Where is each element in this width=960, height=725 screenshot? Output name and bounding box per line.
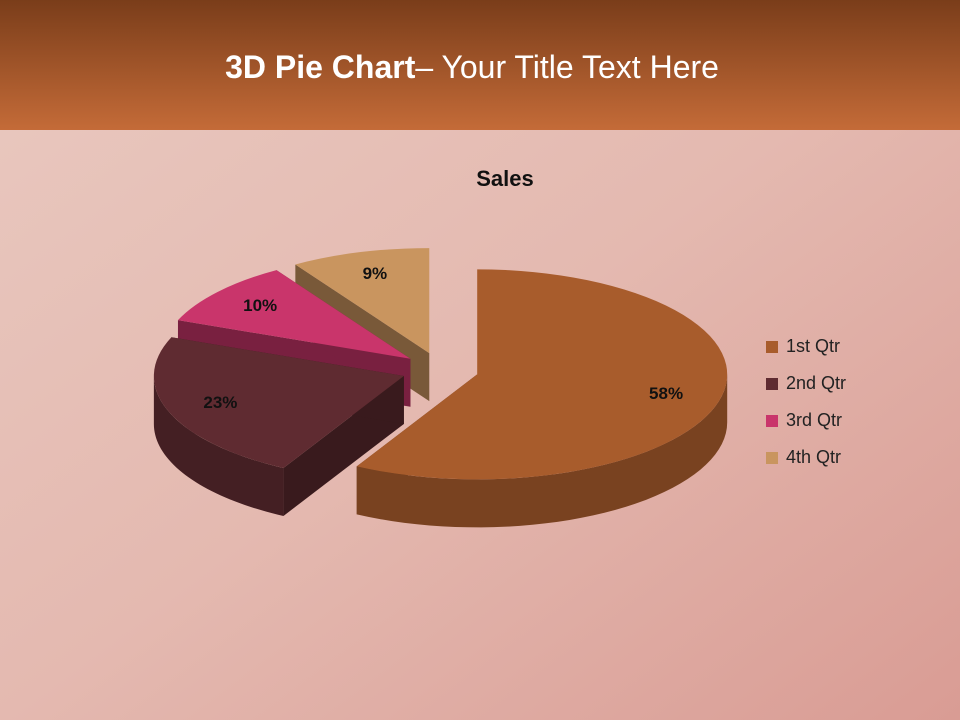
slice-top: [153, 337, 404, 468]
data-label: 9%: [363, 264, 388, 283]
slice-top: [295, 248, 430, 354]
legend-swatch: [766, 415, 778, 427]
legend-label: 4th Qtr: [786, 447, 841, 467]
chart-title: Sales: [476, 166, 534, 191]
legend: 1st Qtr 2nd Qtr 3rd Qtr 4th Qtr: [766, 336, 846, 467]
legend-swatch: [766, 341, 778, 353]
data-label: 10%: [243, 296, 277, 315]
slide-title: 3D Pie Chart– Your Title Text Here: [225, 49, 719, 85]
slice-top: [177, 270, 411, 359]
title-regular: – Your Title Text Here: [415, 49, 719, 85]
pie: 9% 10% 58% 23%: [153, 248, 728, 528]
legend-swatch: [766, 378, 778, 390]
legend-label: 3rd Qtr: [786, 410, 842, 430]
slice-top: [356, 269, 728, 480]
legend-label: 1st Qtr: [786, 336, 840, 356]
slice: [153, 337, 404, 516]
slice-wall: [356, 374, 728, 528]
data-label: 23%: [203, 393, 237, 412]
slice-wall: [153, 375, 284, 516]
title-band: [0, 0, 960, 130]
legend-label: 2nd Qtr: [786, 373, 846, 393]
slice: [356, 269, 728, 528]
title-bold: 3D Pie Chart: [225, 49, 416, 85]
legend-swatch: [766, 452, 778, 464]
data-label: 58%: [649, 384, 683, 403]
